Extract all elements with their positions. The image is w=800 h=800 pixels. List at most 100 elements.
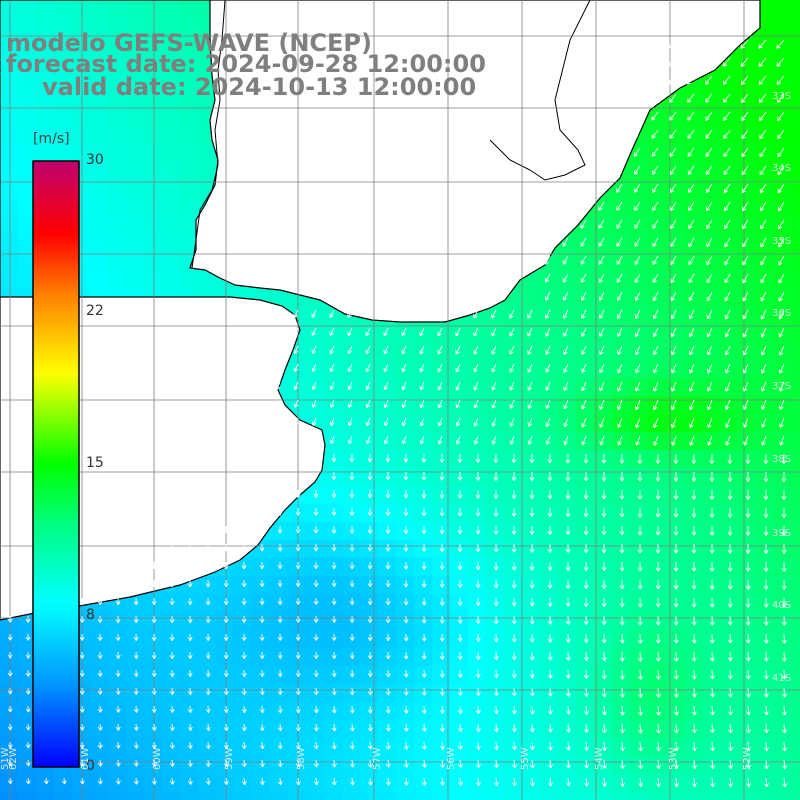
field-cell (504, 342, 522, 360)
field-cell (144, 216, 162, 234)
wind-arrow (529, 579, 535, 589)
wind-arrow (782, 777, 787, 788)
wind-arrow (97, 597, 103, 605)
field-cell (396, 504, 414, 522)
wind-arrow (691, 471, 697, 482)
wind-arrow (547, 723, 553, 733)
wind-arrow (673, 705, 679, 716)
field-cell (792, 342, 800, 360)
wind-arrow (779, 399, 785, 410)
wind-arrow (651, 129, 659, 139)
field-cell (0, 72, 18, 90)
wind-arrow (61, 777, 67, 785)
wind-arrow (439, 651, 445, 660)
wind-arrow (385, 543, 391, 552)
field-cell (162, 252, 180, 270)
wind-arrow (439, 453, 445, 463)
wind-arrow (778, 219, 785, 230)
field-cell (774, 0, 792, 18)
wind-arrow (547, 453, 553, 464)
field-cell (702, 612, 720, 630)
wind-arrow (529, 471, 535, 482)
longitude-label: 55W (520, 747, 531, 770)
wind-arrow (367, 633, 373, 641)
wind-arrow (709, 561, 715, 572)
wind-arrow (511, 543, 517, 553)
field-cell (792, 522, 800, 540)
wind-arrow (637, 507, 643, 518)
field-cell (414, 324, 432, 342)
wind-arrow (745, 669, 751, 680)
field-cell (396, 522, 414, 540)
field-cell (594, 234, 612, 252)
field-cell (738, 720, 756, 738)
wind-arrow (760, 255, 767, 266)
field-cell (792, 36, 800, 54)
wind-arrow (295, 615, 301, 623)
field-cell (126, 252, 144, 270)
field-cell (378, 324, 396, 342)
field-cell (414, 468, 432, 486)
wind-arrow (669, 129, 677, 139)
wind-arrow (781, 453, 787, 465)
field-cell (648, 666, 666, 684)
field-cell (792, 378, 800, 396)
field-cell (702, 720, 720, 738)
field-cell (486, 540, 504, 558)
wind-arrow (723, 111, 731, 121)
wind-arrow (473, 309, 479, 319)
field-cell (666, 450, 684, 468)
field-cell (702, 558, 720, 576)
wind-arrow (367, 723, 373, 732)
field-cell (144, 144, 162, 162)
field-cell (342, 360, 360, 378)
field-cell (126, 234, 144, 252)
wind-arrow (619, 525, 625, 536)
wind-arrow (709, 705, 715, 716)
field-cell (162, 0, 180, 18)
field-cell (486, 432, 504, 450)
wind-arrow (709, 597, 715, 608)
field-cell (594, 576, 612, 594)
field-cell (162, 90, 180, 108)
wind-arrow (493, 561, 499, 571)
wind-arrow (620, 777, 625, 787)
field-cell (540, 342, 558, 360)
wind-arrow (655, 561, 661, 572)
wind-arrow (313, 759, 319, 768)
wind-arrow (511, 507, 517, 517)
field-cell (684, 414, 702, 432)
wind-arrow (686, 75, 695, 85)
wind-arrow (637, 615, 643, 626)
wind-arrow (673, 597, 679, 608)
field-cell (450, 792, 468, 800)
wind-arrow (763, 507, 769, 518)
wind-arrow (763, 543, 769, 554)
wind-arrow (709, 651, 715, 662)
wind-arrow (403, 741, 409, 750)
wind-arrow (673, 651, 679, 662)
wind-arrow (529, 507, 535, 517)
wind-arrow (601, 489, 607, 500)
wind-arrow (545, 309, 551, 319)
field-cell (684, 792, 702, 800)
field-cell (684, 162, 702, 180)
wind-arrow (419, 309, 425, 319)
wind-arrow (439, 507, 445, 517)
wind-arrow (686, 57, 695, 67)
wind-arrow (778, 291, 785, 302)
wind-arrow (7, 633, 13, 641)
wind-arrow (295, 561, 301, 570)
field-cell (504, 576, 522, 594)
wind-arrow (169, 759, 175, 767)
field-cell (612, 306, 630, 324)
wind-arrow (169, 561, 175, 570)
field-cell (432, 342, 450, 360)
field-cell (0, 684, 18, 702)
field-cell (558, 720, 576, 738)
field-cell (774, 396, 792, 414)
field-cell (630, 576, 648, 594)
field-cell (774, 216, 792, 234)
field-cell (756, 576, 774, 594)
field-cell (90, 234, 108, 252)
